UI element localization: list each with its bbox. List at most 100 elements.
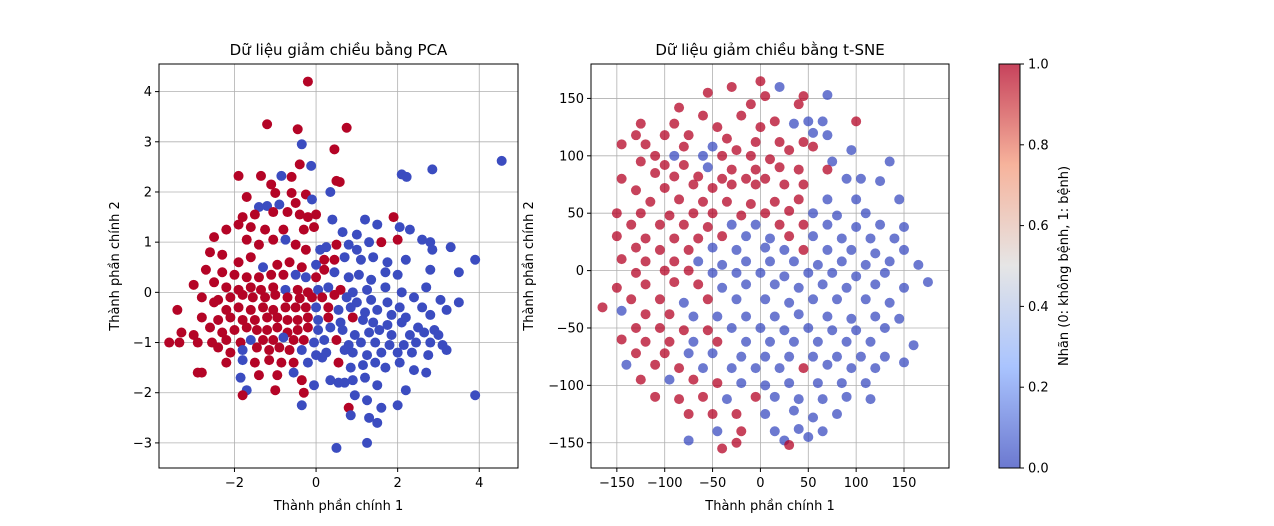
pca-point-label-1 <box>176 327 187 338</box>
pca-point-label-0 <box>353 269 364 280</box>
tsne-point-label-0 <box>894 194 905 205</box>
tsne-point-label-0 <box>808 127 819 138</box>
tsne-point-label-1 <box>750 391 761 402</box>
pca-point-label-1 <box>245 222 256 233</box>
pca-point-label-0 <box>470 390 481 401</box>
tsne-points <box>597 76 933 454</box>
tsne-point-label-0 <box>808 208 819 219</box>
pca-point-label-0 <box>360 372 371 383</box>
pca-point-label-1 <box>204 247 215 258</box>
pca-point-label-1 <box>249 314 260 325</box>
tsne-point-label-0 <box>803 432 814 443</box>
pca-point-label-0 <box>392 400 403 411</box>
colorbar-gradient <box>999 64 1020 468</box>
pca-point-label-1 <box>196 312 207 323</box>
tsne-point-label-1 <box>611 282 622 293</box>
tsne-point-label-0 <box>779 244 790 255</box>
pca-point-label-0 <box>382 297 393 308</box>
tsne-point-label-1 <box>640 256 651 267</box>
tsne-point-label-1 <box>702 294 713 305</box>
pca-point-label-0 <box>423 350 434 361</box>
tsne-point-label-0 <box>769 279 780 290</box>
pca-point-label-1 <box>292 314 303 325</box>
pca-point-label-0 <box>313 324 324 335</box>
pca-point-label-0 <box>384 340 395 351</box>
tsne-point-label-0 <box>808 351 819 362</box>
tsne-point-label-0 <box>899 244 910 255</box>
pca-point-label-0 <box>421 282 432 293</box>
pca-point-label-1 <box>302 312 313 323</box>
tsne-point-label-0 <box>817 394 828 405</box>
tsne-point-label-1 <box>611 231 622 242</box>
pca-point-label-1 <box>268 282 279 293</box>
tsne-point-label-1 <box>750 164 761 175</box>
tsne-point-label-1 <box>611 208 622 219</box>
pca-y-tick-label: −3 <box>133 436 152 451</box>
pca-point-label-1 <box>225 312 236 323</box>
tsne-point-label-1 <box>674 394 685 405</box>
tsne-point-label-0 <box>870 279 881 290</box>
pca-point-label-1 <box>347 312 358 323</box>
tsne-point-label-0 <box>822 311 833 322</box>
pca-point-label-0 <box>380 282 391 293</box>
tsne-point-label-1 <box>760 173 771 184</box>
pca-point-label-1 <box>331 335 342 346</box>
tsne-point-label-1 <box>697 110 708 121</box>
tsne-point-label-0 <box>841 282 852 293</box>
tsne-point-label-0 <box>707 267 718 278</box>
pca-point-label-0 <box>355 254 366 265</box>
tsne-point-label-0 <box>913 259 924 270</box>
tsne-point-label-0 <box>765 336 775 347</box>
tsne-point-label-1 <box>669 256 680 267</box>
pca-point-label-0 <box>362 437 373 448</box>
tsne-point-label-1 <box>697 391 708 402</box>
tsne-point-label-1 <box>669 233 680 244</box>
tsne-y-tick-label: −50 <box>557 321 584 336</box>
pca-point-label-1 <box>251 324 262 335</box>
tsne-point-label-1 <box>721 133 732 144</box>
pca-point-label-0 <box>311 302 322 313</box>
tsne-point-label-0 <box>851 325 862 336</box>
tsne-point-label-0 <box>827 156 838 167</box>
tsne-point-label-0 <box>721 394 732 405</box>
colorbar-label: Nhãn (0: không bệnh, 1: bệnh) <box>1057 166 1072 366</box>
tsne-point-label-1 <box>640 139 651 150</box>
pca-point-label-1 <box>255 170 266 181</box>
tsne-point-label-1 <box>678 325 689 336</box>
pca-point-label-1 <box>225 347 236 358</box>
pca-point-label-1 <box>331 239 342 250</box>
pca-point-label-1 <box>221 357 232 368</box>
tsne-point-label-1 <box>731 437 742 448</box>
tsne-point-label-0 <box>731 267 742 278</box>
tsne-point-label-1 <box>597 302 608 313</box>
tsne-point-label-1 <box>712 378 723 389</box>
tsne-point-label-0 <box>769 391 780 402</box>
pca-point-label-1 <box>333 357 344 368</box>
tsne-point-label-0 <box>808 412 819 423</box>
tsne-point-label-1 <box>784 205 795 216</box>
pca-x-tick-label: −2 <box>225 476 244 491</box>
pca-point-label-0 <box>366 294 377 305</box>
tsne-point-label-0 <box>922 277 933 288</box>
tsne-point-label-0 <box>726 363 737 374</box>
pca-point-label-1 <box>311 272 322 283</box>
tsne-point-label-1 <box>774 137 785 148</box>
pca-point-label-0 <box>425 337 436 348</box>
tsne-point-label-1 <box>650 391 661 402</box>
pca-point-label-1 <box>235 337 246 348</box>
pca-point-label-1 <box>294 159 305 170</box>
pca-point-label-1 <box>286 187 297 198</box>
pca-point-label-1 <box>196 367 207 378</box>
tsne-point-label-1 <box>659 130 670 141</box>
tsne-point-label-0 <box>750 363 761 374</box>
pca-point-label-1 <box>209 232 220 243</box>
tsne-point-label-0 <box>803 322 814 333</box>
pca-point-label-0 <box>362 350 373 361</box>
tsne-y-tick-label: 150 <box>559 92 584 107</box>
pca-point-label-1 <box>196 292 207 303</box>
pca-point-label-0 <box>374 324 385 335</box>
tsne-point-label-1 <box>798 219 809 230</box>
pca-point-label-0 <box>441 304 452 315</box>
pca-point-label-1 <box>290 239 301 250</box>
pca-point-label-1 <box>209 297 220 308</box>
